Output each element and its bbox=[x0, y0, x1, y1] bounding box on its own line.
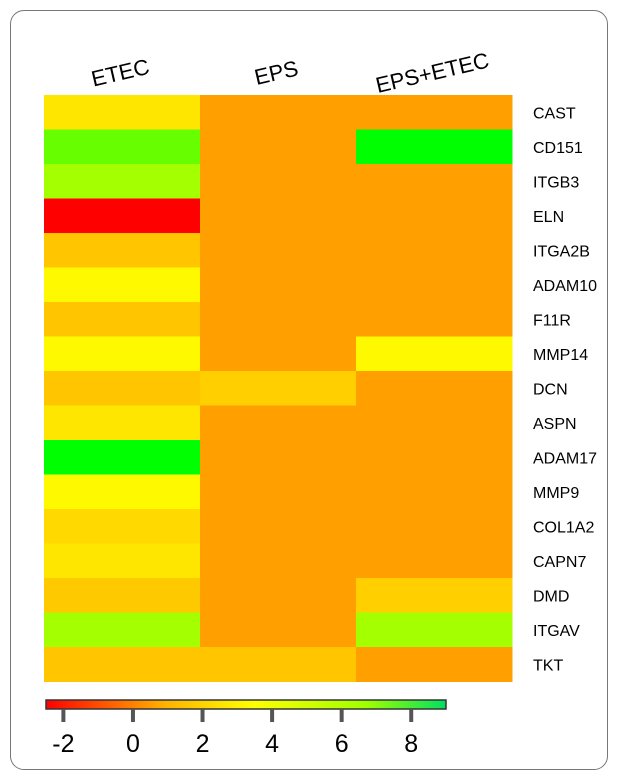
heatmap-cell bbox=[356, 612, 513, 648]
heatmap-cell bbox=[356, 440, 513, 475]
heatmap-cell bbox=[356, 371, 513, 406]
row-label: DCN bbox=[533, 381, 568, 398]
heatmap-cell bbox=[44, 336, 201, 372]
colorbar-tick-label: -2 bbox=[52, 730, 74, 755]
colorbar-tick bbox=[409, 709, 414, 722]
heatmap-cell bbox=[200, 336, 357, 372]
heatmap-cell bbox=[44, 578, 201, 613]
colorbar-tick-label: 4 bbox=[265, 730, 279, 755]
heatmap-cell bbox=[44, 543, 201, 579]
heatmap-cell bbox=[356, 509, 513, 544]
row-label: ASPN bbox=[533, 416, 577, 433]
heatmap-cell bbox=[356, 267, 513, 303]
row-label: COL1A2 bbox=[533, 519, 594, 536]
heatmap-cell bbox=[44, 164, 201, 199]
heatmap-cell bbox=[44, 509, 201, 544]
heatmap-cell bbox=[44, 267, 201, 303]
heatmap-cell bbox=[356, 405, 513, 441]
colorbar-tick bbox=[339, 709, 344, 722]
heatmap-cell bbox=[200, 164, 357, 199]
heatmap-cell bbox=[44, 95, 201, 130]
row-label: MMP9 bbox=[533, 485, 579, 502]
colorbar-tick-label: 0 bbox=[126, 730, 140, 755]
heatmap-cell bbox=[200, 474, 357, 510]
colorbar-tick-label: 8 bbox=[404, 730, 418, 755]
heatmap-cell bbox=[200, 302, 357, 337]
row-label: DMD bbox=[533, 588, 569, 605]
heatmap-cell bbox=[356, 647, 513, 682]
heatmap-cell bbox=[200, 612, 357, 648]
row-label: CD151 bbox=[533, 140, 583, 157]
heatmap-cell bbox=[44, 129, 201, 165]
heatmap-cell bbox=[356, 233, 513, 268]
row-label: CAPN7 bbox=[533, 554, 586, 571]
row-label: ADAM10 bbox=[533, 278, 597, 295]
heatmap-cell bbox=[44, 474, 201, 510]
row-label: ADAM17 bbox=[533, 450, 597, 467]
heatmap-cell bbox=[356, 95, 513, 130]
colorbar bbox=[45, 699, 447, 710]
heatmap-cell bbox=[200, 543, 357, 579]
heatmap-cell bbox=[44, 233, 201, 268]
heatmap-cell bbox=[44, 302, 201, 337]
heatmap-cell bbox=[200, 440, 357, 475]
heatmap-cell bbox=[200, 267, 357, 303]
colorbar-tick bbox=[200, 709, 205, 722]
row-label: ELN bbox=[533, 209, 564, 226]
heatmap-cell bbox=[200, 509, 357, 544]
row-label: TKT bbox=[533, 657, 563, 674]
heatmap-cell bbox=[200, 95, 357, 130]
column-label: EPS+ETEC bbox=[373, 47, 491, 97]
heatmap-cell bbox=[200, 129, 357, 165]
heatmap-cell bbox=[356, 578, 513, 613]
colorbar-tick bbox=[130, 709, 135, 722]
colorbar-tick bbox=[61, 709, 66, 722]
heatmap-cell bbox=[200, 371, 357, 406]
heatmap-cell bbox=[44, 440, 201, 475]
heatmap-cell bbox=[44, 647, 201, 682]
heatmap-cell bbox=[356, 336, 513, 372]
heatmap-cell bbox=[356, 164, 513, 199]
heatmap-cell bbox=[200, 405, 357, 441]
heatmap-cell bbox=[44, 612, 201, 648]
colorbar-tick-label: 2 bbox=[196, 730, 210, 755]
row-label: MMP14 bbox=[533, 347, 588, 364]
heatmap-cell bbox=[44, 405, 201, 441]
heatmap-cell bbox=[356, 198, 513, 234]
heatmap-cell bbox=[200, 198, 357, 234]
column-label: ETEC bbox=[89, 54, 152, 92]
colorbar-tick bbox=[270, 709, 275, 722]
heatmap-cell bbox=[200, 233, 357, 268]
heatmap-cell bbox=[44, 198, 201, 234]
heatmap-cell bbox=[44, 371, 201, 406]
row-label: F11R bbox=[533, 312, 571, 329]
heatmap-cell bbox=[356, 129, 513, 165]
colorbar-tick-label: 6 bbox=[335, 730, 349, 755]
heatmap-cell bbox=[356, 302, 513, 337]
row-label: ITGA2B bbox=[533, 243, 590, 260]
heatmap-cell bbox=[356, 474, 513, 510]
heatmap-cell bbox=[356, 543, 513, 579]
row-label: ITGB3 bbox=[533, 174, 579, 191]
heatmap-cell bbox=[200, 647, 357, 682]
row-label: CAST bbox=[533, 105, 576, 122]
column-label: EPS bbox=[252, 56, 301, 90]
heatmap-cell bbox=[200, 578, 357, 613]
row-label: ITGAV bbox=[533, 623, 580, 640]
